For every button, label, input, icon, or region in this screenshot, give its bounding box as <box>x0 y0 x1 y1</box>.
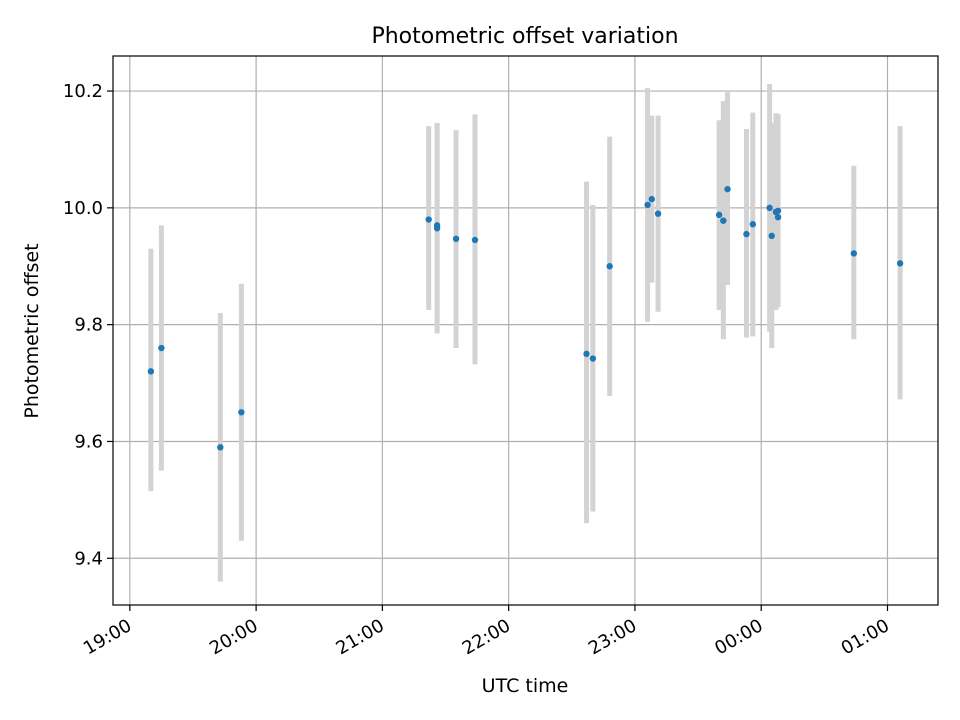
y-tick-label: 10.0 <box>63 198 103 219</box>
y-tick-label: 9.4 <box>74 548 103 569</box>
data-point <box>768 232 775 240</box>
chart-title: Photometric offset variation <box>371 24 678 49</box>
data-point <box>774 213 782 221</box>
errorbar-layer <box>148 84 903 582</box>
x-tick-label: 20:00 <box>206 615 261 659</box>
plot-frame <box>112 55 939 606</box>
y-axis-label: Photometric offset <box>21 243 43 418</box>
data-point <box>749 221 756 228</box>
x-tick-label: 19:00 <box>80 615 135 659</box>
data-point <box>471 236 479 244</box>
data-point <box>433 225 441 232</box>
y-tick-label: 9.6 <box>74 431 103 452</box>
data-point <box>896 260 904 267</box>
x-tick-label: 00:00 <box>711 615 766 659</box>
data-point <box>720 217 727 224</box>
data-point <box>452 235 460 243</box>
data-point <box>644 201 651 209</box>
data-point <box>654 210 662 217</box>
data-point <box>147 368 155 375</box>
x-tick-label: 22:00 <box>459 615 514 659</box>
data-point <box>583 350 590 358</box>
data-point <box>766 204 773 212</box>
data-point <box>158 344 165 352</box>
y-tick-label: 9.8 <box>74 315 103 336</box>
x-tick-label: 01:00 <box>838 615 893 659</box>
data-point <box>425 216 432 223</box>
grid-layer <box>113 56 938 605</box>
data-point <box>648 195 655 203</box>
data-point <box>715 211 723 219</box>
x-axis-label: UTC time <box>482 675 569 697</box>
x-axis: 19:00 20:00 21:00 22:00 23:00 00:00 01:00 <box>80 605 893 659</box>
y-tick-label: 10.2 <box>63 81 103 102</box>
data-point <box>217 444 224 451</box>
data-point <box>724 185 731 193</box>
data-point <box>743 230 750 238</box>
data-point <box>606 263 613 270</box>
x-tick-label: 21:00 <box>332 615 387 659</box>
data-point <box>850 250 858 257</box>
point-layer <box>147 185 904 451</box>
data-point <box>589 355 597 362</box>
data-point <box>238 409 245 416</box>
data-point <box>774 207 782 214</box>
y-axis: 9.4 9.6 9.8 10.0 10.2 <box>63 81 113 569</box>
x-tick-label: 23:00 <box>585 615 640 659</box>
